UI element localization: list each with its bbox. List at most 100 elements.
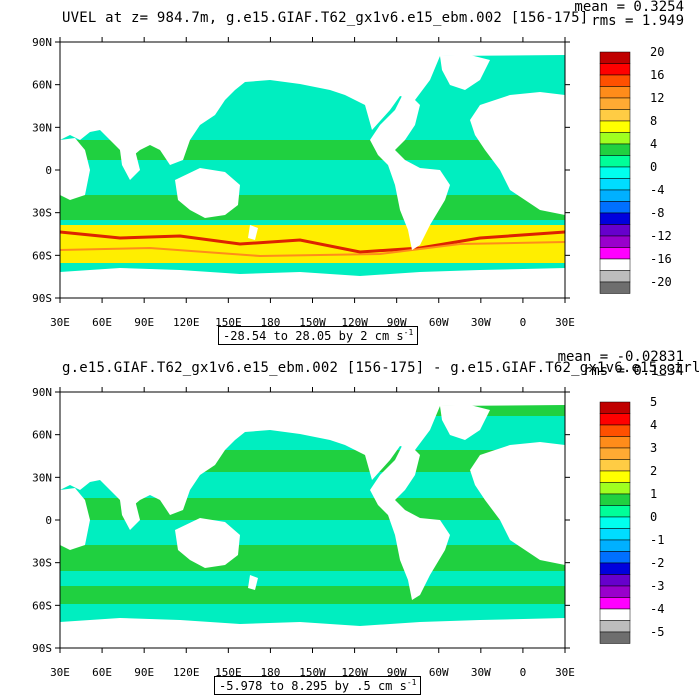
lat-label: 0 xyxy=(45,514,52,527)
lat-label: 90S xyxy=(32,642,52,655)
land-india xyxy=(120,500,140,530)
colorbar-swatch xyxy=(599,247,631,260)
lon-label: 180 xyxy=(260,666,280,679)
colorbar-swatch xyxy=(599,424,631,437)
colorbar-swatch xyxy=(599,201,631,214)
land-asia-europe xyxy=(60,392,565,515)
lon-label: 90W xyxy=(387,316,407,329)
land-africa-west xyxy=(60,488,90,550)
bottom-map-field xyxy=(60,392,565,648)
lon-label: 180 xyxy=(260,316,280,329)
colorbar-swatch xyxy=(599,224,631,237)
lat-label: 30N xyxy=(32,471,52,484)
lat-label: 60N xyxy=(32,429,52,442)
colorbar-swatch xyxy=(599,63,631,76)
colorbar-swatch xyxy=(599,281,631,294)
land-australia xyxy=(175,168,240,218)
colorbar-label: 20 xyxy=(650,45,664,59)
land-greenland xyxy=(440,55,490,90)
lat-label: 30N xyxy=(32,121,52,134)
colorbar-swatch xyxy=(599,74,631,87)
colorbar-label: 1 xyxy=(650,487,657,501)
colorbar-label: 16 xyxy=(650,68,664,82)
colorbar-label: -2 xyxy=(650,556,664,570)
lon-label: 150E xyxy=(215,666,242,679)
colorbar-label: -3 xyxy=(650,579,664,593)
lon-label: 90W xyxy=(387,666,407,679)
colorbar-swatch xyxy=(599,574,631,587)
bottom-map-mean: mean = -0.02831 xyxy=(557,349,684,365)
bottom-map-panel: 90N 60N 30N 0 30S 60S 90S 30E 60E 90E 120E 150E 180 1… xyxy=(0,350,700,700)
colorbar-swatch xyxy=(599,597,631,610)
lon-label: 60W xyxy=(429,316,449,329)
land-new-zealand xyxy=(248,225,258,240)
colorbar-swatch xyxy=(599,109,631,122)
colorbar-label: -16 xyxy=(650,252,672,266)
land-india xyxy=(120,150,140,180)
colorbar-label: -4 xyxy=(650,602,664,616)
colorbar-swatch xyxy=(599,493,631,506)
colorbar-swatch xyxy=(599,97,631,110)
lat-label: 0 xyxy=(45,164,52,177)
colorbar-label: 4 xyxy=(650,418,657,432)
bottom-map-ticks: 90N 60N 30N 0 30S 60S 90S 30E 60E 90E 120E 150E 180 1… xyxy=(32,386,575,679)
colorbar-swatch xyxy=(599,539,631,552)
colorbar-swatch xyxy=(599,86,631,99)
bottom-colorbar: 5 4 3 2 1 0 -1 -2 -3 -4 -5 xyxy=(599,395,664,644)
land-africa xyxy=(470,442,565,565)
lat-label: 30S xyxy=(32,207,52,220)
top-map-range-box: -28.54 to 28.05 by 2 cm s-1 xyxy=(218,326,419,345)
colorbar-swatch xyxy=(599,235,631,248)
top-map-range-label: -28.54 to 28.05 by 2 cm s xyxy=(223,329,404,343)
colorbar-label: -8 xyxy=(650,206,664,220)
colorbar-swatch xyxy=(599,120,631,133)
colorbar-label: 12 xyxy=(650,91,664,105)
colorbar-swatch xyxy=(599,212,631,225)
lat-label: 90S xyxy=(32,292,52,305)
lon-label: 150W xyxy=(299,666,326,679)
land-australia xyxy=(175,518,240,568)
colorbar-swatch xyxy=(599,436,631,449)
acc-jet-line xyxy=(60,230,565,254)
land-antarctica xyxy=(60,268,565,298)
lon-label: 30W xyxy=(471,316,491,329)
bottom-map-title: g.e15.GIAF.T62_gx1v6.e15_ebm.002 [156-17… xyxy=(62,360,700,376)
colorbar-swatch xyxy=(599,178,631,191)
lat-label: 60S xyxy=(32,249,52,262)
lon-label: 30E xyxy=(50,316,70,329)
lat-label: 90N xyxy=(32,36,52,49)
colorbar-label: 0 xyxy=(650,160,657,174)
colorbar-swatch xyxy=(599,143,631,156)
colorbar-swatch xyxy=(599,551,631,564)
land-americas xyxy=(370,440,450,600)
colorbar-swatch xyxy=(599,189,631,202)
colorbar-label: 0 xyxy=(650,510,657,524)
colorbar-swatch xyxy=(599,413,631,426)
colorbar-swatch xyxy=(599,459,631,472)
colorbar-label: 4 xyxy=(650,137,657,151)
top-colorbar: 20 16 12 8 4 0 -4 -8 -12 -16 -20 xyxy=(599,45,672,294)
colorbar-swatch xyxy=(599,528,631,541)
colorbar-swatch xyxy=(599,516,631,529)
top-map-svg: 90N 60N 30N 0 30S 60S 90S 30E 60E 90E 120E 150E 180 1… xyxy=(32,36,672,329)
land-africa xyxy=(470,92,565,215)
land-new-zealand xyxy=(248,575,258,590)
bottom-map-rms: rms = 0.1834 xyxy=(582,363,684,379)
bottom-map-stats: mean = -0.02831 rms = 0.1834 xyxy=(558,350,684,378)
bottom-map-svg: 90N 60N 30N 0 30S 60S 90S 30E 60E 90E 120E 150E 180 1… xyxy=(32,386,664,679)
colorbar-swatch xyxy=(599,401,631,414)
colorbar-swatch xyxy=(599,258,631,271)
acc-jet-line-2 xyxy=(60,241,565,258)
colorbar-swatch xyxy=(599,562,631,575)
colorbar-swatch xyxy=(599,270,631,283)
colorbar-label: -12 xyxy=(650,229,672,243)
land-greenland xyxy=(440,405,490,440)
colorbar-label: -4 xyxy=(650,183,664,197)
lon-label: 150W xyxy=(299,316,326,329)
colorbar-swatch xyxy=(599,620,631,633)
lon-label: 30W xyxy=(471,666,491,679)
colorbar-label: 5 xyxy=(650,395,657,409)
top-map-panel: 90N 60N 30N 0 30S 60S 90S 30E 60E 90E 120E 150E 180 1… xyxy=(32,0,684,345)
lon-label: 60E xyxy=(92,666,112,679)
land-americas xyxy=(370,90,450,250)
